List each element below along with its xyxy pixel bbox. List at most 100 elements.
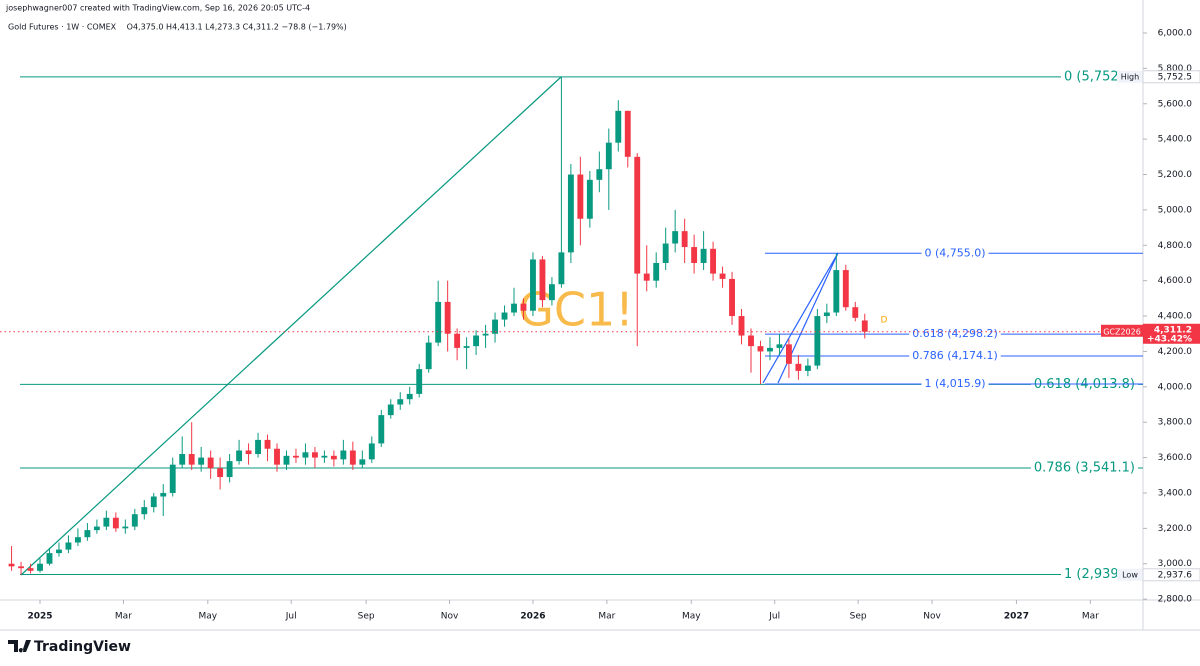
last-price-box (1143, 323, 1200, 344)
candle-body (482, 333, 489, 336)
candle-body (359, 459, 366, 465)
candle-body (160, 492, 167, 497)
x-tick-label: Jul (768, 612, 780, 622)
chart-title: Gold Futures · 1W · COMEX (8, 23, 117, 32)
candle-body (311, 452, 318, 458)
label-background (1030, 459, 1138, 477)
candle-body (226, 461, 233, 478)
candle-body (539, 259, 546, 301)
candle-body (463, 346, 470, 348)
candle-body (122, 526, 129, 529)
x-tick-label: May (682, 612, 701, 622)
last-price-change: +43.42% (1147, 334, 1192, 344)
candle-body (8, 563, 15, 567)
candle-body (131, 514, 138, 527)
symbol-tag (1101, 324, 1143, 337)
y-tick-label: 4,400.0 (1158, 312, 1193, 322)
y-tick-label: 4,600.0 (1158, 276, 1193, 286)
candle-body (653, 262, 660, 281)
candle-body (624, 110, 631, 157)
candle-body (349, 450, 356, 465)
candle-body (852, 307, 859, 318)
candle-body (406, 393, 413, 400)
candle-body (691, 247, 698, 263)
x-tick-label: Nov (923, 612, 941, 622)
fib-label: 0 (4,755.0) (924, 246, 985, 259)
candle-body (74, 537, 81, 543)
candle-body (293, 455, 299, 458)
badge-tag (1117, 568, 1143, 581)
candle-body (378, 415, 385, 444)
x-tick-label: 2025 (27, 612, 52, 622)
candle-body (321, 455, 328, 458)
badge-box (1142, 70, 1200, 84)
x-tick-label: Sep (850, 612, 867, 622)
x-tick-label: Sep (358, 612, 375, 622)
candle-body (188, 454, 195, 465)
label-background (921, 245, 989, 261)
fib-label: 0.618 (4,298.2) (912, 327, 998, 340)
candle-body (416, 369, 423, 394)
candle-body (520, 303, 527, 311)
candle-body (776, 344, 783, 348)
badge-box (1142, 568, 1200, 582)
candle-body (56, 549, 62, 554)
candle-body (710, 248, 717, 274)
candle-body (217, 468, 224, 478)
candle-body (615, 110, 622, 143)
y-tick-label: 3,000.0 (1158, 559, 1193, 569)
y-tick-label: 5,600.0 (1158, 99, 1193, 109)
candle-body (397, 399, 404, 405)
candle-body (27, 568, 34, 571)
candle-body (245, 450, 252, 455)
candle-body (264, 439, 271, 449)
badge-value: 2,937.6 (1158, 570, 1193, 580)
candle-body (103, 517, 110, 527)
candle-body (842, 270, 849, 308)
logo-icon (8, 640, 31, 653)
last-price: 4,311.2 (1154, 325, 1192, 335)
candle-body (577, 174, 584, 219)
fib-label: 1 (2,939 (1064, 567, 1119, 582)
y-tick-label: 6,000.0 (1158, 28, 1193, 38)
fib-label: 0 (5,752 (1064, 69, 1119, 84)
candle-body (283, 455, 290, 465)
candle-body (150, 496, 157, 508)
y-tick-label: 3,400.0 (1158, 488, 1193, 498)
candle-body (767, 347, 773, 352)
label-background (921, 376, 989, 392)
candle-body (473, 335, 480, 347)
candle-body (255, 439, 261, 455)
logo: TradingView (8, 639, 131, 655)
symbol-label: GCZ2026 (1103, 327, 1141, 336)
candle-body (37, 563, 43, 571)
candle-body (340, 450, 347, 460)
candle-body (700, 248, 707, 263)
marker: D (881, 316, 888, 326)
y-tick-label: 5,200.0 (1158, 170, 1193, 180)
candle-body (84, 530, 91, 538)
fib-label: 1 (4,015.9) (924, 377, 985, 390)
y-tick-label: 3,800.0 (1158, 418, 1193, 428)
y-tick-label: 5,000.0 (1158, 205, 1193, 215)
candle-body (454, 333, 461, 348)
candle-body (719, 273, 726, 279)
y-tick-label: 3,600.0 (1158, 453, 1193, 463)
candle-body (179, 454, 186, 465)
x-tick-label: Mar (598, 612, 615, 622)
candle-body (492, 319, 498, 334)
candle-body (236, 450, 243, 462)
fib-label: 0.786 (3,541.1) (1034, 461, 1135, 476)
candle-body (681, 231, 688, 248)
watermark: GC1! (518, 283, 633, 337)
x-tick-label: Mar (115, 612, 132, 622)
candle-body (605, 142, 612, 170)
logo-text: TradingView (34, 639, 131, 655)
y-tick-label: 2,800.0 (1158, 595, 1193, 605)
candle-body (738, 316, 745, 336)
candle-body (46, 553, 53, 564)
y-tick-label: 5,400.0 (1158, 135, 1193, 145)
label-background (1061, 68, 1122, 86)
candle-body (169, 464, 176, 493)
